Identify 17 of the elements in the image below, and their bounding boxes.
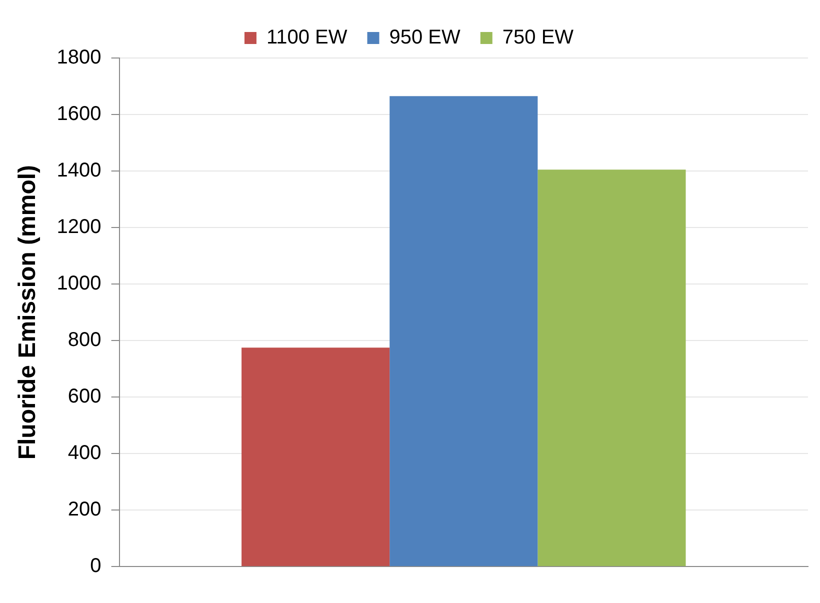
y-tick-label: 800 [68,329,102,352]
y-tick-label: 1000 [56,272,102,295]
y-tick-label: 200 [68,498,102,521]
bar [390,96,538,566]
y-tick-label: 1400 [56,160,102,182]
y-tick-label: 1600 [56,103,102,126]
legend-label: 1100 EW [266,26,348,49]
bar [242,348,390,566]
y-tick-label: 1800 [56,46,102,69]
legend-label: 750 EW [502,26,574,49]
y-tick-label: 600 [68,386,102,408]
legend-label: 950 EW [389,26,461,49]
y-axis-title: Fluoride Emission (mmol) [14,164,42,460]
bar [538,170,686,566]
y-tick-label: 0 [90,555,102,578]
y-tick-label: 1200 [56,216,102,238]
y-tick-label: 400 [68,442,102,464]
